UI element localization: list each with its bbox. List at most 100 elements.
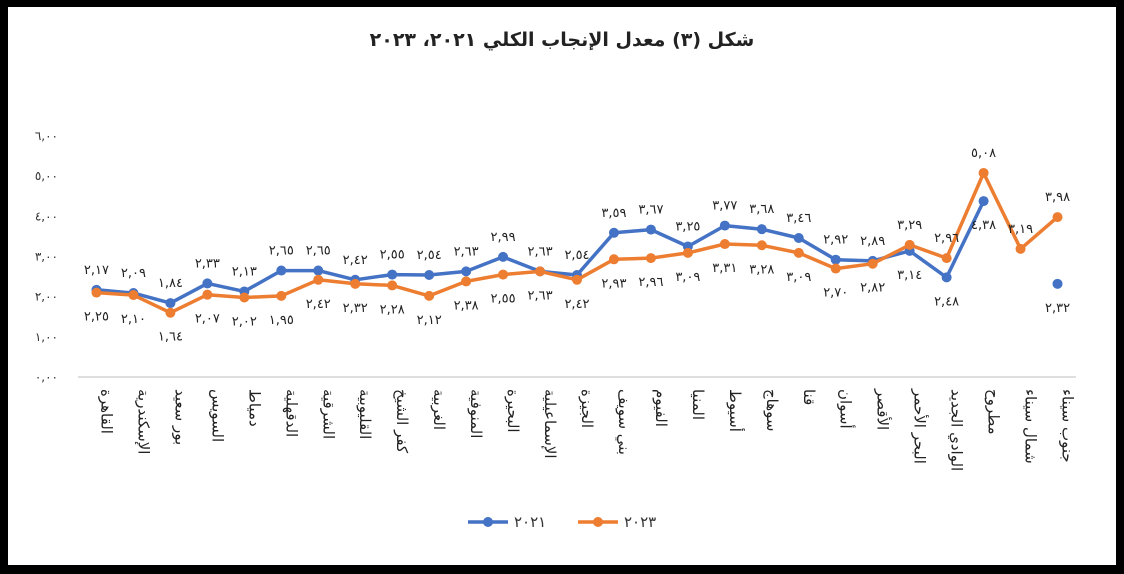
category-label: الفيوم bbox=[652, 389, 670, 427]
category-label: أسيوط bbox=[726, 389, 745, 432]
data-label: ٢,٣٨ bbox=[454, 298, 479, 313]
data-label: ٢,٤٢ bbox=[306, 297, 331, 312]
data-label: ٢,٩٣ bbox=[601, 276, 626, 291]
data-label: ٢,١٢ bbox=[417, 313, 442, 328]
series-1-point bbox=[978, 196, 989, 207]
series-2-point bbox=[387, 280, 398, 291]
legend-marker-2 bbox=[593, 517, 603, 527]
series-2-point bbox=[424, 290, 435, 301]
series-2-point bbox=[128, 290, 139, 301]
data-label: ٢,٦٥ bbox=[306, 244, 331, 259]
series-2-point bbox=[498, 269, 509, 280]
data-label: ٣,٢٥ bbox=[675, 219, 700, 234]
series-1-point bbox=[1052, 278, 1063, 289]
category-label: الأقصر bbox=[874, 388, 893, 430]
series-2-point bbox=[535, 266, 546, 277]
series-2-point bbox=[572, 274, 582, 285]
data-label: ٢,٩٦ bbox=[934, 231, 959, 246]
series-1-point bbox=[719, 220, 730, 231]
category-label: الإسماعيلية bbox=[541, 389, 559, 459]
data-label: ٢,٤٢ bbox=[343, 253, 368, 268]
category-label: الوادي الجديد bbox=[947, 389, 966, 471]
data-label: ٢,٨٢ bbox=[860, 281, 885, 296]
data-label: ٢,٦٣ bbox=[454, 244, 479, 259]
y-tick-label: ٦,٠٠ bbox=[35, 129, 58, 143]
data-label: ٣,٠٩ bbox=[675, 270, 700, 285]
series-2-point bbox=[682, 247, 693, 258]
category-label: الشرقية bbox=[319, 389, 337, 439]
category-label: أسوان bbox=[837, 389, 856, 429]
data-label: ٤,٣٨ bbox=[971, 218, 996, 233]
series-2-point bbox=[313, 274, 324, 285]
data-label: ٢,١٧ bbox=[84, 263, 109, 278]
category-label: القاهرة bbox=[97, 389, 115, 434]
data-label: ٢,٦٣ bbox=[527, 288, 552, 303]
data-label: ٣,١٩ bbox=[1008, 222, 1033, 237]
data-label: ٢,٣٣ bbox=[195, 256, 220, 271]
data-label: ٣,٥٩ bbox=[601, 206, 626, 221]
series-2-point bbox=[276, 290, 287, 301]
series-1-point bbox=[202, 278, 213, 289]
series-2-point bbox=[1015, 243, 1026, 254]
data-label: ٢,٤٨ bbox=[934, 294, 959, 309]
data-label: ١,٩٥ bbox=[269, 313, 294, 328]
data-label: ٢,٩٢ bbox=[823, 233, 848, 248]
series-2-point bbox=[830, 263, 841, 274]
series-2-point bbox=[978, 167, 989, 178]
data-label: ٢,٤٢ bbox=[564, 297, 589, 312]
series-1-point bbox=[276, 265, 287, 276]
category-label: الدقهلية bbox=[282, 389, 300, 437]
category-label: القليوبية bbox=[356, 389, 374, 439]
series-1-point bbox=[941, 272, 952, 283]
category-label: قنا bbox=[800, 389, 818, 405]
data-label: ٢,٣٢ bbox=[1045, 301, 1070, 316]
category-label: كفر الشيخ bbox=[393, 389, 411, 454]
category-label: جنوب سيناء bbox=[1059, 389, 1077, 463]
series-2-point bbox=[719, 239, 730, 250]
data-label: ٢,٩٩ bbox=[491, 230, 516, 245]
data-label: ٢,١٠ bbox=[121, 312, 146, 327]
data-label: ٣,٣١ bbox=[712, 261, 737, 276]
data-label: ٢,٠٢ bbox=[232, 314, 257, 329]
series-2-point bbox=[793, 247, 804, 258]
data-label: ٢,٠٩ bbox=[121, 266, 146, 281]
category-label: الغربية bbox=[430, 389, 448, 430]
series-2-point bbox=[239, 292, 250, 303]
data-label: ٢,٥٥ bbox=[491, 292, 516, 307]
series-1-point bbox=[793, 233, 804, 244]
y-tick-label: ٢,٠٠ bbox=[35, 290, 58, 304]
series-2-point bbox=[904, 239, 915, 250]
data-label: ٢,٦٥ bbox=[269, 244, 294, 259]
series-2-point bbox=[461, 276, 472, 287]
y-tick-label: ٤,٠٠ bbox=[35, 209, 58, 223]
series-1-point bbox=[645, 224, 656, 235]
data-label: ١,٨٤ bbox=[158, 276, 183, 291]
line-chart: ٠,٠٠ ١,٠٠ ٢,٠٠ ٣,٠٠ ٤,٠٠ ٥,٠٠ ٦,٠٠ القاهرة الإسك… bbox=[35, 129, 1077, 531]
legend-marker-1 bbox=[483, 517, 493, 527]
category-label: شمال سيناء bbox=[1022, 389, 1040, 464]
legend-label-2: ٢٠٢٣ bbox=[624, 513, 656, 531]
data-label: ٢,٧٠ bbox=[823, 286, 848, 301]
chart-title: شكل (٣) معدل الإنجاب الكلي ٢٠٢١، ٢٠٢٣ bbox=[369, 29, 755, 51]
data-label: ٢,٥٤ bbox=[417, 248, 442, 263]
series-2-point bbox=[165, 307, 176, 318]
data-label: ٣,٢٩ bbox=[897, 218, 922, 233]
data-label: ٣,٧٧ bbox=[712, 199, 737, 214]
data-label: ٣,١٤ bbox=[897, 268, 922, 283]
data-label: ٣,٢٨ bbox=[749, 262, 774, 277]
data-label: ٣,٩٨ bbox=[1045, 190, 1070, 205]
chart-panel: شكل (٣) معدل الإنجاب الكلي ٢٠٢١، ٢٠٢٣ ٠,… bbox=[8, 7, 1116, 565]
data-label: ٢,١٣ bbox=[232, 264, 257, 279]
category-label: بني سويف bbox=[614, 389, 633, 455]
series-1-point bbox=[313, 265, 324, 276]
series-2-point bbox=[1052, 212, 1063, 223]
series-1-point bbox=[756, 224, 767, 235]
data-label: ٣,٦٧ bbox=[638, 203, 663, 218]
data-label: ٢,٠٧ bbox=[195, 312, 220, 327]
data-label: ٢,٣٢ bbox=[343, 301, 368, 316]
series-1-point bbox=[498, 251, 509, 262]
y-tick-label: ٠,٠٠ bbox=[35, 370, 58, 384]
category-label: السويس bbox=[208, 389, 226, 442]
data-label: ٢,٢٨ bbox=[380, 302, 405, 317]
